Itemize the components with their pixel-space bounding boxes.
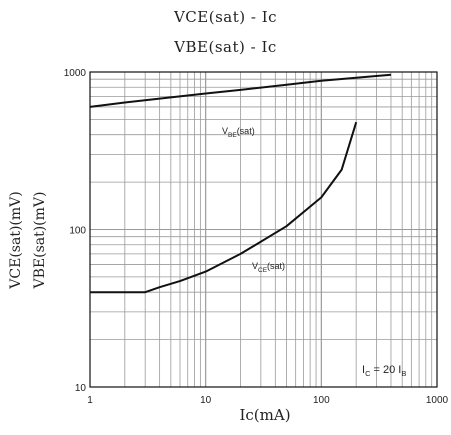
y-tick-label: 100 — [69, 226, 86, 237]
series-line-vcesat — [90, 121, 358, 294]
x-axis-label: Ic(mA) — [239, 406, 291, 424]
annotation-vbe-sat: VBE(sat) — [222, 126, 255, 139]
plot-frame — [89, 71, 438, 388]
x-tick-label: 10 — [200, 395, 212, 406]
x-tick-label: 1 — [87, 395, 93, 406]
y-tick-label: 1000 — [64, 68, 87, 79]
chart-title-line-2: VBE(sat) - Ic — [174, 38, 277, 56]
annotation-ic-20ib: IC = 20 IB — [362, 364, 406, 378]
annotation-vce-sat: VCE(sat) — [252, 261, 285, 274]
y-tick-label: 10 — [75, 383, 87, 394]
x-tick-label: 1000 — [426, 395, 449, 406]
x-tick-label: 100 — [313, 395, 330, 406]
chart-title-line-1: VCE(sat) - Ic — [173, 8, 278, 26]
series-layer — [89, 73, 392, 294]
annotation-layer: VBE(sat) VCE(sat) IC = 20 IB — [222, 126, 406, 378]
series-line-vbesat — [89, 73, 392, 108]
grid-layer — [90, 72, 437, 387]
